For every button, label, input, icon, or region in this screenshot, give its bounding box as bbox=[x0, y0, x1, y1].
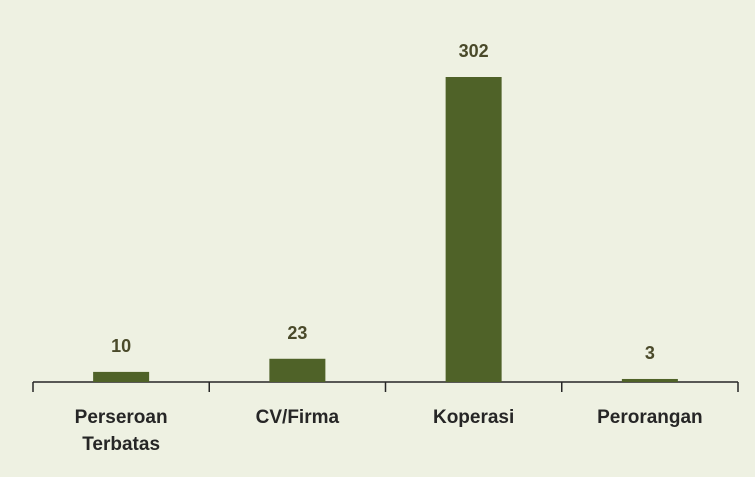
bar bbox=[269, 358, 326, 382]
x-tick-label: CV/Firma bbox=[255, 407, 340, 428]
bar bbox=[93, 371, 150, 382]
bar bbox=[621, 378, 678, 382]
bar bbox=[445, 77, 502, 382]
data-label: 3 bbox=[645, 343, 655, 363]
data-label: 23 bbox=[287, 323, 307, 343]
x-tick-label: Perseroan Terbatas bbox=[74, 407, 168, 455]
data-label: 10 bbox=[111, 336, 131, 356]
x-tick-label: Perorangan bbox=[597, 407, 703, 428]
x-tick-label: Koperasi bbox=[432, 407, 515, 428]
data-label: 302 bbox=[459, 41, 489, 61]
